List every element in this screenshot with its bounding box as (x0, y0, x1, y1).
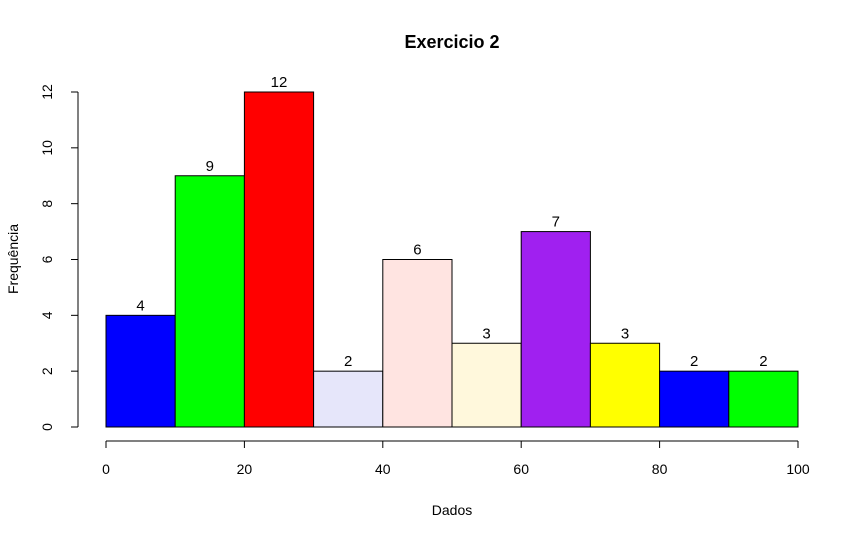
x-axis-label: Dados (432, 502, 472, 518)
data-label-0: 4 (136, 297, 144, 314)
data-label-8: 2 (690, 353, 698, 370)
x-tick-label-0: 0 (102, 461, 110, 477)
y-tick-label-1: 2 (39, 367, 55, 375)
data-label-9: 2 (759, 353, 767, 370)
y-tick-label-2: 4 (39, 311, 55, 319)
bars-group (105, 91, 799, 428)
x-axis: 0 20 40 60 80 100 (102, 440, 810, 477)
y-axis-label: Frequência (5, 224, 21, 294)
y-tick-label-4: 8 (39, 200, 55, 208)
data-label-4: 6 (413, 242, 421, 259)
x-tick-label-3: 60 (513, 461, 529, 477)
data-label-1: 9 (206, 158, 214, 175)
bar-1 (174, 175, 245, 428)
x-tick-label-1: 20 (237, 461, 253, 477)
bar-6 (520, 231, 591, 428)
bar-5 (451, 342, 522, 428)
y-tick-label-3: 6 (39, 255, 55, 263)
bar-7 (589, 342, 661, 428)
chart-title: Exercicio 2 (404, 32, 499, 52)
x-tick-label-2: 40 (375, 461, 391, 477)
bar-3 (313, 370, 384, 428)
data-labels-group: 4 9 12 2 6 3 7 3 2 2 (136, 74, 767, 370)
data-label-5: 3 (482, 325, 490, 342)
x-tick-label-5: 100 (786, 461, 810, 477)
data-label-3: 2 (344, 353, 352, 370)
data-label-6: 7 (552, 214, 560, 231)
y-axis: 0 2 4 6 8 10 12 (39, 84, 79, 431)
bar-8 (659, 370, 730, 428)
y-tick-label-5: 10 (39, 140, 55, 156)
bar-4 (382, 259, 453, 428)
data-label-2: 12 (271, 74, 288, 91)
bar-2 (243, 91, 315, 428)
bar-9 (728, 370, 799, 428)
bar-0 (105, 314, 176, 428)
y-tick-label-6: 12 (39, 84, 55, 100)
y-tick-label-0: 0 (39, 423, 55, 431)
data-label-7: 3 (621, 325, 629, 342)
x-tick-label-4: 80 (652, 461, 668, 477)
